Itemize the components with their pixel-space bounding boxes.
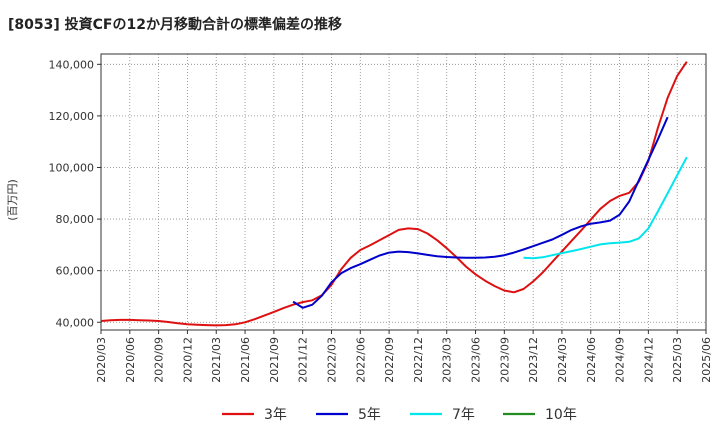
y-tick-label: 120,000	[49, 110, 95, 123]
x-tick-label: 2023/12	[527, 337, 540, 383]
series-line-3年	[100, 61, 688, 327]
x-tick-label: 2025/06	[700, 337, 713, 383]
x-tick-label: 2023/09	[498, 337, 511, 383]
x-tick-label: 2023/06	[470, 337, 483, 383]
x-tick-label: 2024/09	[614, 337, 627, 383]
x-tick-label: 2023/03	[441, 337, 454, 383]
x-tick-label: 2022/09	[383, 337, 396, 383]
plot-frame	[100, 53, 707, 331]
series-line-5年	[292, 116, 669, 309]
y-axis: 40,000 60,000 80,000 100,000 120,000 140,000	[49, 58, 101, 329]
x-tick-label: 2021/06	[239, 337, 252, 383]
x-tick-label: 2020/09	[153, 337, 166, 383]
x-tick-label: 2025/03	[671, 337, 684, 383]
x-tick-label: 2021/03	[210, 337, 223, 383]
x-tick-label: 2024/03	[556, 337, 569, 383]
y-tick-label: 140,000	[49, 58, 95, 71]
chart-title: [8053] 投資CFの12か月移動合計の標準偏差の推移	[8, 16, 342, 33]
x-tick-label: 2021/09	[268, 337, 281, 383]
x-tick-label: 2022/06	[354, 337, 367, 383]
legend-label: 10年	[545, 407, 577, 423]
legend: 3年 5年 7年 10年	[222, 407, 577, 423]
x-tick-label: 2021/12	[297, 337, 310, 383]
x-tick-label: 2020/03	[95, 337, 108, 383]
x-tick-label: 2020/12	[181, 337, 194, 383]
legend-label: 7年	[452, 407, 475, 423]
x-tick-label: 2022/12	[412, 337, 425, 383]
x-tick-label: 2022/03	[325, 337, 338, 383]
grid	[101, 54, 706, 330]
y-tick-label: 60,000	[56, 265, 95, 278]
series-line-7年	[523, 156, 688, 260]
x-tick-label: 2024/06	[585, 337, 598, 383]
x-axis: 2020/03 2020/06 2020/09 2020/12 2021/03 2021/…	[95, 330, 713, 383]
legend-label: 5年	[358, 407, 381, 423]
y-tick-label: 40,000	[56, 316, 95, 329]
x-tick-label: 2024/12	[642, 337, 655, 383]
y-tick-label: 100,000	[49, 161, 95, 174]
x-tick-label: 2020/06	[124, 337, 137, 383]
y-tick-label: 80,000	[56, 213, 95, 226]
series-lines	[100, 61, 688, 327]
y-axis-label: (百万円)	[6, 179, 19, 221]
legend-label: 3年	[264, 407, 287, 423]
